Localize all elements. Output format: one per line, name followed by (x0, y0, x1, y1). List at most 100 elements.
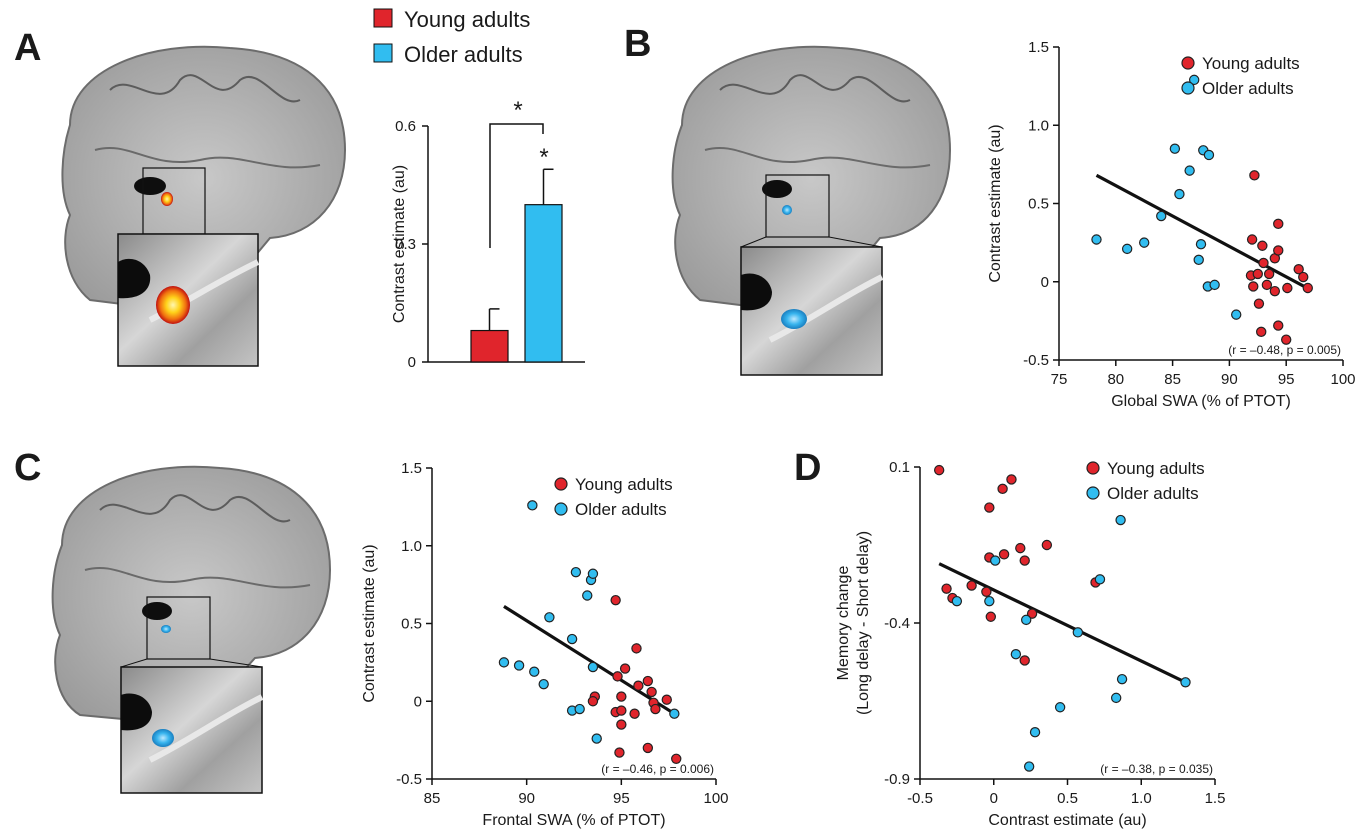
point-young-b (1293, 264, 1304, 275)
point-older-b (1193, 254, 1204, 266)
point-older-b (1195, 238, 1207, 250)
point-young-c (629, 708, 640, 719)
regression-line-b (1095, 173, 1311, 291)
significance-star-older: * (539, 144, 548, 171)
point-young-d (941, 583, 952, 594)
x-tick-label-b: 80 (1107, 371, 1124, 388)
point-young-b (1253, 298, 1265, 309)
point-young-c (616, 691, 627, 702)
point-young-c (631, 643, 642, 654)
point-young-b (1252, 268, 1264, 280)
point-older-c (582, 590, 593, 601)
stat-text-d: (r = –0.38, p = 0.035) (1100, 762, 1213, 776)
y-tick-label-b: 1.0 (1028, 117, 1049, 134)
point-young-b (1248, 281, 1259, 292)
point-young-c (633, 680, 644, 691)
panel-label-b: B (624, 23, 651, 65)
point-young-b (1246, 234, 1258, 245)
x-tick-label-d: 0 (990, 790, 998, 807)
x-axis-label-b: Global SWA (% of PTOT) (1111, 393, 1291, 410)
point-young-b (1249, 170, 1260, 181)
x-tick-label-d: 1.0 (1131, 790, 1152, 807)
point-older-b (1121, 243, 1133, 255)
point-older-c (591, 733, 602, 744)
point-young-c (650, 703, 661, 715)
point-young-d (1026, 608, 1038, 619)
legend-young-label-b: Young adults (1202, 54, 1300, 73)
point-older-d (1020, 614, 1032, 626)
legend-older-label-d: Older adults (1107, 484, 1199, 503)
point-older-d (1094, 574, 1106, 585)
point-young-b (1257, 240, 1268, 251)
y-tick-label-c: 0.5 (401, 616, 422, 633)
point-young-c (646, 686, 657, 698)
y-tick-label-c: -0.5 (396, 771, 422, 788)
point-older-c (570, 566, 582, 578)
point-older-b (1138, 237, 1150, 248)
x-tick-label-b: 100 (1330, 371, 1355, 388)
point-older-d (1023, 761, 1035, 772)
brain-image-c (51, 465, 332, 794)
x-tick-label-b: 85 (1164, 371, 1181, 388)
y-tick-label-a: 0.3 (395, 236, 416, 253)
point-older-d (1180, 677, 1191, 688)
point-young-c (642, 742, 654, 754)
point-older-d (984, 595, 995, 607)
point-young-d (1006, 474, 1017, 485)
point-young-c (642, 675, 654, 687)
y-tick-label-a: 0.6 (395, 118, 416, 135)
point-young-c (616, 719, 627, 730)
point-young-d (984, 502, 995, 513)
point-older-b (1091, 234, 1102, 245)
x-tick-label-b: 75 (1051, 371, 1068, 388)
point-older-d (1072, 627, 1084, 638)
point-older-d (990, 555, 1001, 566)
chart-b: -0.5 0 0.5 1.0 1.5 75 80 85 90 95 100 Young adults O… (987, 39, 1356, 410)
legend-young-marker-c (554, 477, 568, 491)
point-older-b (1209, 279, 1220, 291)
x-axis-label-d: Contrast estimate (au) (988, 812, 1146, 829)
significance-bracket (489, 123, 544, 248)
x-axis-label-c: Frontal SWA (% of PTOT) (482, 812, 665, 829)
point-older-b (1203, 149, 1215, 161)
point-older-c (669, 708, 680, 719)
point-older-c (538, 678, 549, 690)
x-tick-label-d: -0.5 (907, 790, 933, 807)
point-older-d (1029, 727, 1041, 738)
legend-young-swatch (373, 8, 393, 28)
point-young-b (1273, 320, 1284, 331)
point-older-c (587, 568, 599, 579)
point-young-b (1273, 245, 1284, 256)
legend-young-label-c: Young adults (575, 475, 673, 494)
point-older-b (1231, 309, 1242, 320)
significance-star-bracket: * (513, 97, 522, 124)
point-older-b (1188, 74, 1200, 86)
point-young-d (998, 549, 1010, 560)
x-tick-label-b: 95 (1278, 371, 1295, 388)
panel-label-c: C (14, 447, 41, 489)
legend-older-label: Older adults (404, 42, 523, 67)
x-tick-label-d: 1.5 (1205, 790, 1226, 807)
y-axis-label-d-line1: Memory change (835, 566, 852, 681)
point-young-d (1015, 542, 1026, 554)
chart-a: 0 0.3 0.6 * * Contrast estimate (au) (391, 97, 585, 371)
regression-line-d (938, 562, 1187, 684)
legend-young-label: Young adults (404, 7, 530, 32)
point-young-b (1302, 282, 1313, 294)
y-axis-label-a: Contrast estimate (au) (391, 165, 408, 323)
point-young-b (1273, 218, 1284, 230)
point-older-d (1054, 702, 1066, 713)
point-young-b (1282, 282, 1293, 294)
y-axis-label-b: Contrast estimate (au) (987, 124, 1004, 282)
x-tick-label-d: 0.5 (1057, 790, 1078, 807)
point-young-c (612, 671, 623, 682)
legend-older-label-b: Older adults (1202, 79, 1294, 98)
point-young-c (616, 705, 627, 716)
panel-label-a: A (14, 27, 41, 69)
y-tick-label-a: 0 (408, 354, 416, 371)
point-older-b (1184, 165, 1195, 176)
legend-older-marker-b (1181, 81, 1195, 95)
y-tick-label-c: 1.0 (401, 538, 422, 555)
point-older-b (1174, 188, 1185, 200)
